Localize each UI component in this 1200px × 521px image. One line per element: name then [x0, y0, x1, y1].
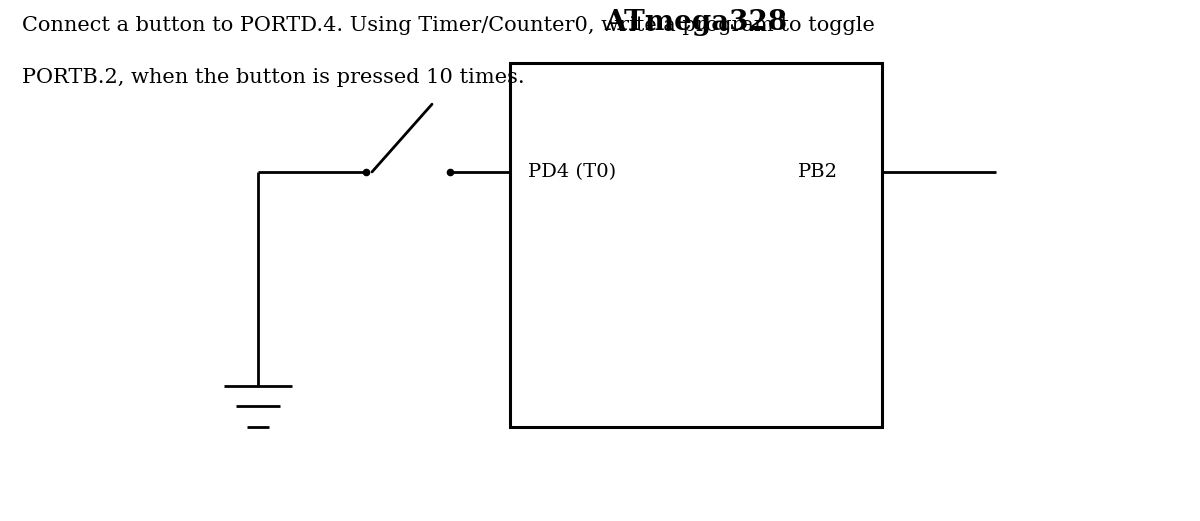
- Bar: [510, 63, 882, 427]
- Text: PD4 (T0): PD4 (T0): [528, 163, 616, 181]
- Point: [440, 168, 460, 176]
- Point: [356, 168, 376, 176]
- Text: PORTB.2, when the button is pressed 10 times.: PORTB.2, when the button is pressed 10 t…: [22, 68, 524, 86]
- Text: ATmega328: ATmega328: [605, 9, 787, 36]
- Text: Connect a button to PORTD.4. Using Timer/Counter0, write a program to toggle: Connect a button to PORTD.4. Using Timer…: [22, 16, 875, 34]
- Text: PB2: PB2: [798, 163, 838, 181]
